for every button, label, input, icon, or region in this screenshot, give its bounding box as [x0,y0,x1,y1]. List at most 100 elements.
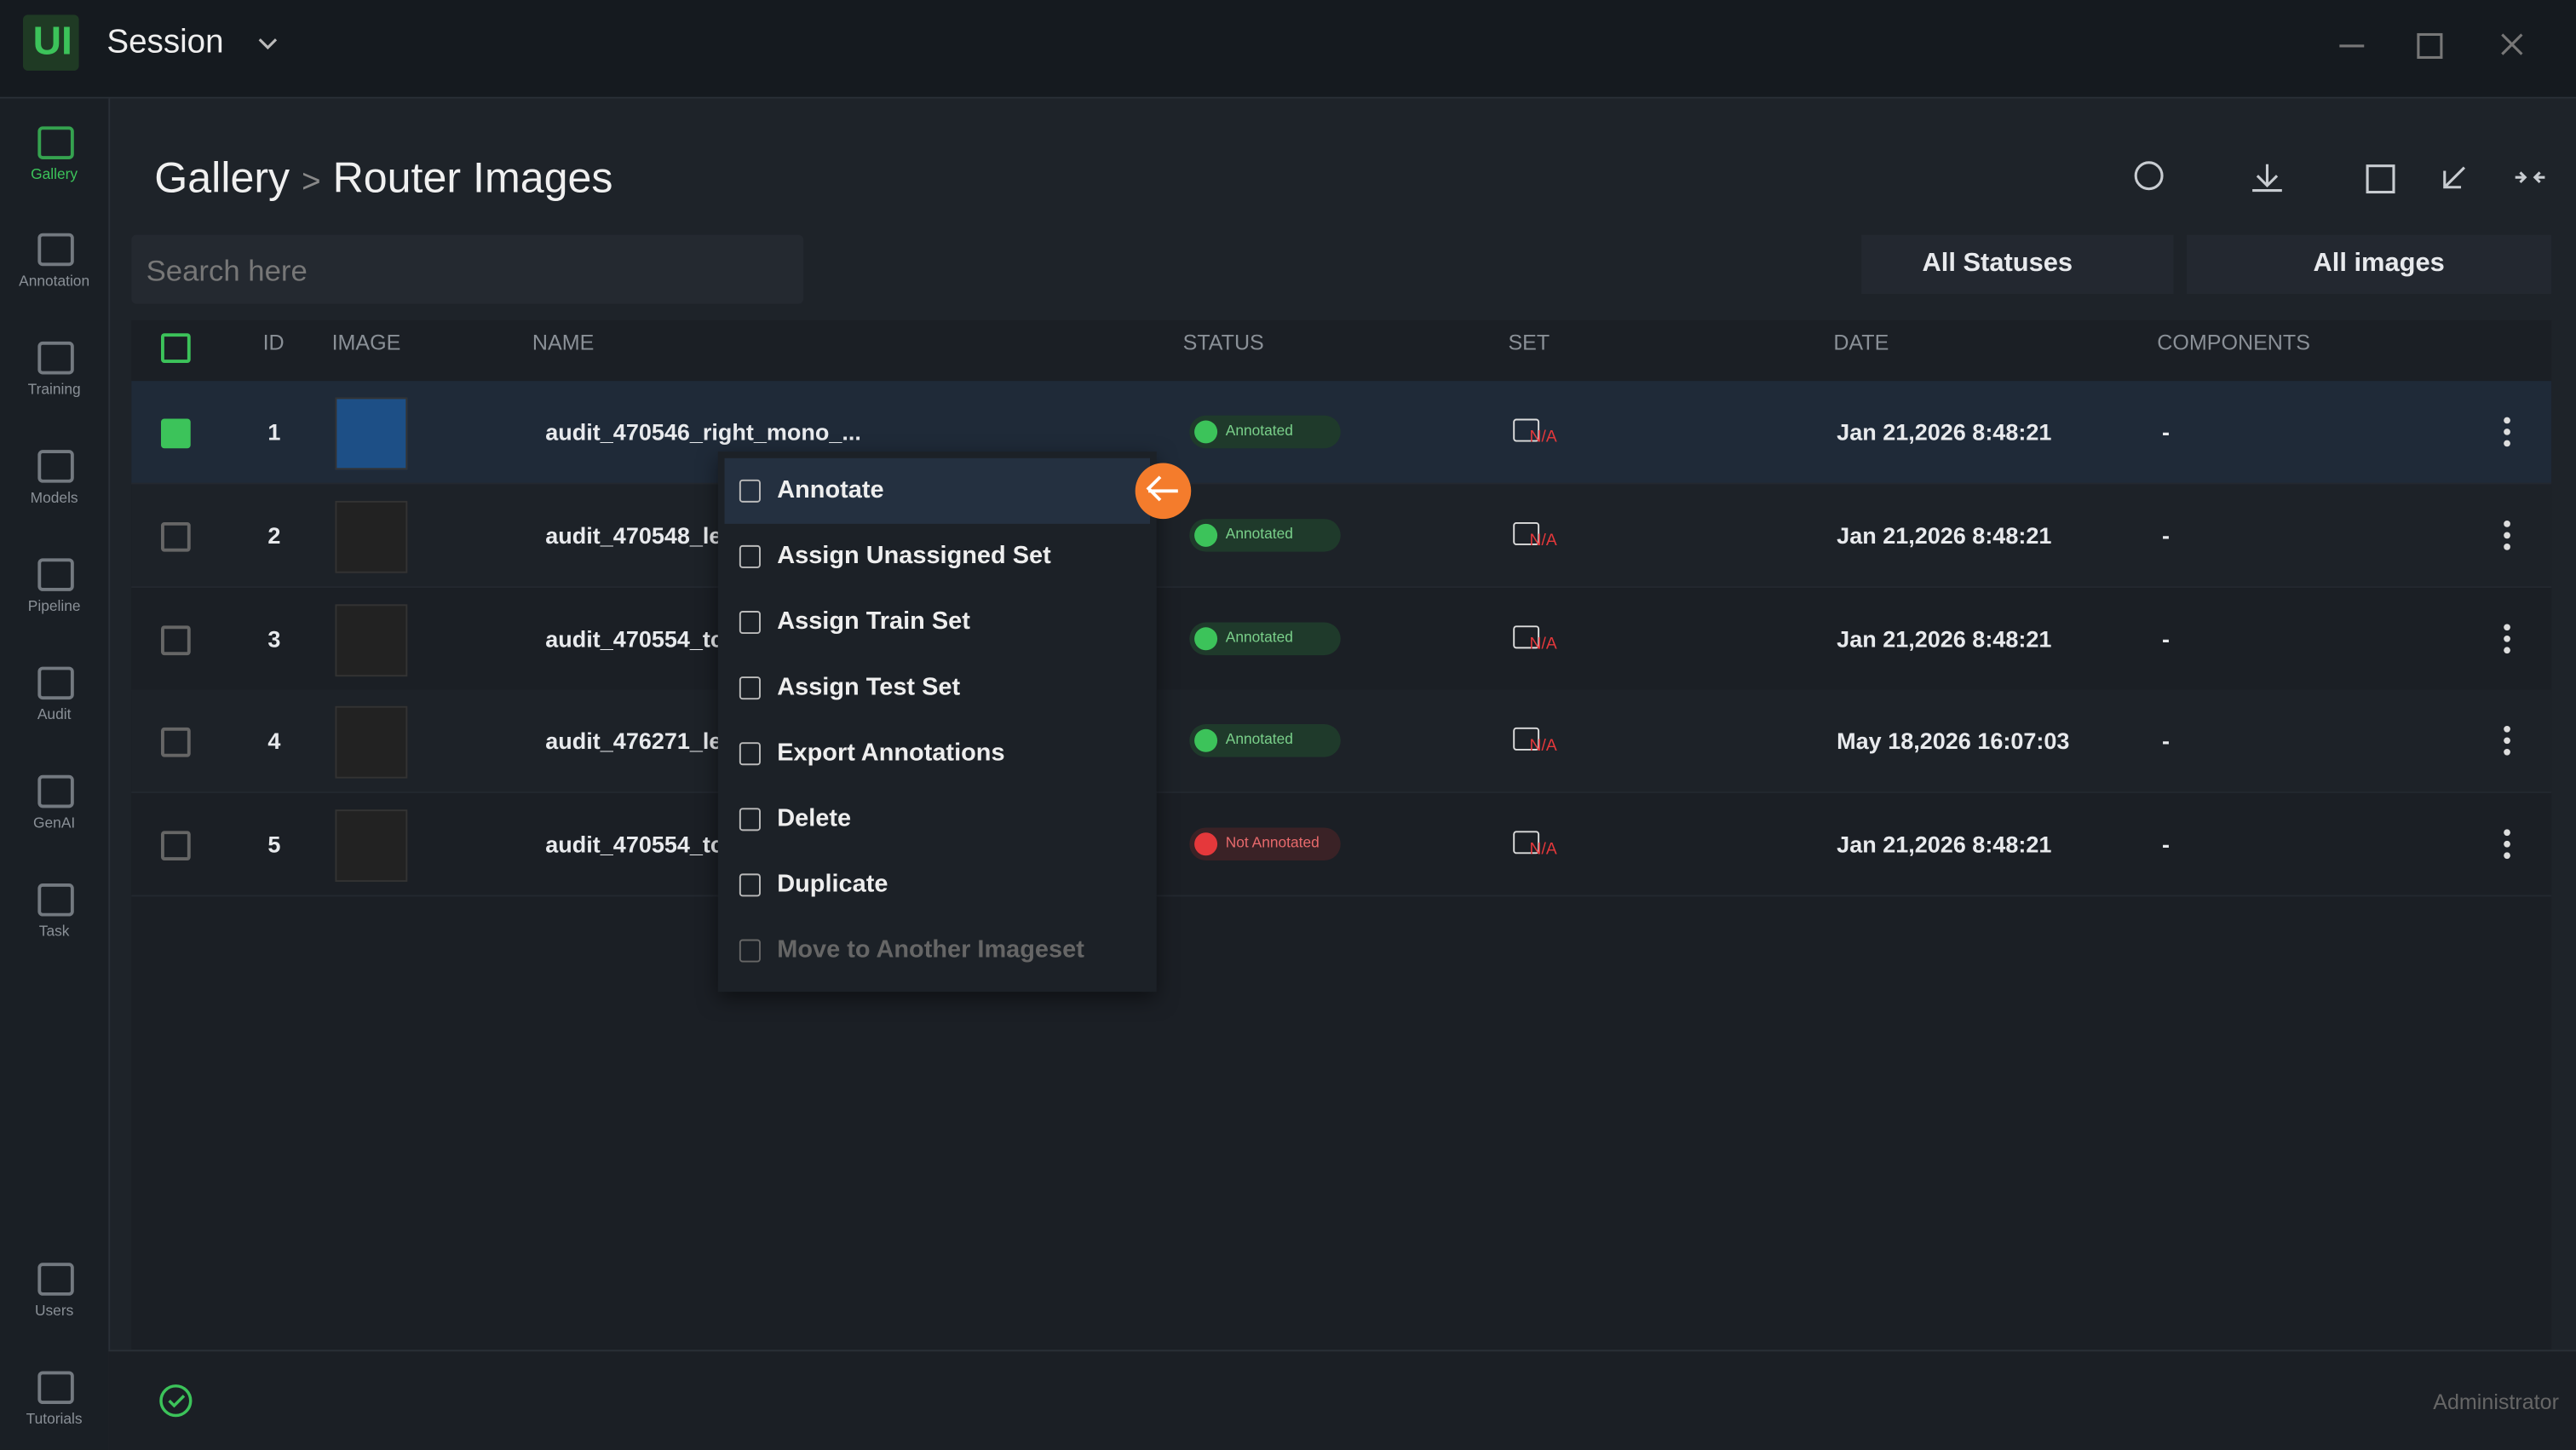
nav-label[interactable]: GenAI [33,814,76,831]
frame-icon[interactable] [2366,164,2395,194]
row-components: - [2162,727,2171,754]
nav-icon[interactable] [37,666,74,700]
row-checkbox[interactable] [161,625,191,656]
status-label: Not Annotated [1225,834,1320,851]
row-name[interactable]: audit_470554_tc [545,625,723,653]
row-checkbox[interactable] [161,727,191,757]
expand-icon[interactable] [2443,166,2465,189]
nav-label[interactable]: Gallery [31,165,78,182]
search-placeholder: Search here [146,254,308,288]
nav-label[interactable]: Pipeline [27,597,81,614]
sidebar [0,98,111,1450]
table-row[interactable] [131,689,2552,793]
column-header: STATUS [1182,330,1264,355]
status-dot [1194,523,1218,547]
row-id: 1 [267,418,281,446]
crumb[interactable]: Gallery [154,152,290,203]
nav-icon[interactable] [37,883,74,917]
collapse-icon[interactable] [2515,171,2545,184]
header-checkbox[interactable] [161,333,191,363]
nav-icon[interactable] [37,1263,74,1296]
column-header: IMAGE [331,330,401,355]
search-box[interactable] [131,234,804,304]
menu-dot [2504,440,2510,447]
nav-label[interactable]: Audit [37,705,72,723]
menu-item[interactable]: Assign Test Set [777,673,961,702]
table-row[interactable] [131,792,2552,897]
menu-icon [739,676,761,700]
menu-item[interactable]: Annotate [777,475,884,504]
nav-icon[interactable] [37,774,74,808]
menu-dot [2504,647,2510,654]
menu-icon [739,742,761,766]
menu-dot [2504,417,2510,424]
menu-dot [2504,624,2510,631]
set-label: N/A [1529,840,1557,860]
crumb-separator: > [302,164,321,201]
menu-item[interactable]: Assign Train Set [777,607,970,636]
menu-highlight [724,457,1151,524]
menu-dot [2504,544,2510,550]
status-label: Annotated [1225,730,1293,748]
tool-icon[interactable] [2134,161,2164,191]
nav-label[interactable]: Annotation [19,272,90,290]
logo: UI [32,20,72,65]
image-filter[interactable] [2186,234,2552,295]
row-name[interactable]: audit_470554_tc [545,831,723,858]
nav-icon[interactable] [37,233,74,267]
status-dot [1194,627,1218,651]
close[interactable] [2501,33,2523,55]
nav-icon[interactable] [37,126,74,159]
row-name[interactable]: audit_476271_let [545,727,730,754]
row-date: Jan 21,2026 8:48:21 [1837,418,2052,446]
menu-dot [2504,840,2510,848]
menu-dot [2504,829,2510,837]
menu-dot [2504,532,2510,539]
top-bar [0,0,2576,99]
set-label: N/A [1529,737,1557,756]
maximize[interactable] [2417,32,2443,60]
set-icon [1513,727,1540,751]
column-header: ID [262,330,285,355]
nav-label[interactable]: Task [38,923,70,940]
row-date: Jan 21,2026 8:48:21 [1837,625,2052,653]
menu-icon [739,479,761,503]
row-checkbox[interactable] [161,521,191,552]
image-filter-label: All images [2313,249,2445,278]
row-name[interactable]: audit_470546_right_mono_... [545,418,861,446]
row-components: - [2162,831,2171,858]
row-name[interactable]: audit_470548_le [545,521,722,549]
status-filter-label: All Statuses [1922,249,2073,278]
table-row[interactable] [131,484,2552,589]
nav-label[interactable]: Models [30,489,78,506]
menu-item[interactable]: Delete [777,804,852,833]
status-dot [1194,832,1218,856]
breadcrumb: Gallery > Router Images [154,152,612,204]
thumbnail[interactable] [335,809,408,883]
session-title[interactable]: Session [106,24,224,61]
thumbnail[interactable] [335,397,408,470]
set-icon [1513,418,1540,442]
row-id: 3 [267,625,281,653]
table-row[interactable] [131,588,2552,692]
nav-label[interactable]: Tutorials [26,1410,83,1427]
nav-icon[interactable] [37,558,74,591]
thumbnail[interactable] [335,705,408,779]
nav-icon[interactable] [37,1371,74,1405]
nav-icon[interactable] [37,341,74,375]
table-row[interactable] [131,381,2552,485]
row-checkbox[interactable] [161,418,191,449]
nav-label[interactable]: Training [27,381,81,398]
menu-item[interactable]: Assign Unassigned Set [777,542,1051,570]
menu-item[interactable]: Duplicate [777,870,888,899]
nav-icon[interactable] [37,450,74,483]
nav-label[interactable]: Users [34,1302,74,1319]
chevron[interactable] [258,38,278,50]
status-filter[interactable] [1861,234,2174,295]
thumbnail[interactable] [335,604,408,677]
menu-item[interactable]: Export Annotations [777,739,1005,768]
row-checkbox[interactable] [161,831,191,861]
thumbnail[interactable] [335,500,408,573]
download-icon[interactable] [2252,164,2282,193]
check [168,1395,186,1408]
